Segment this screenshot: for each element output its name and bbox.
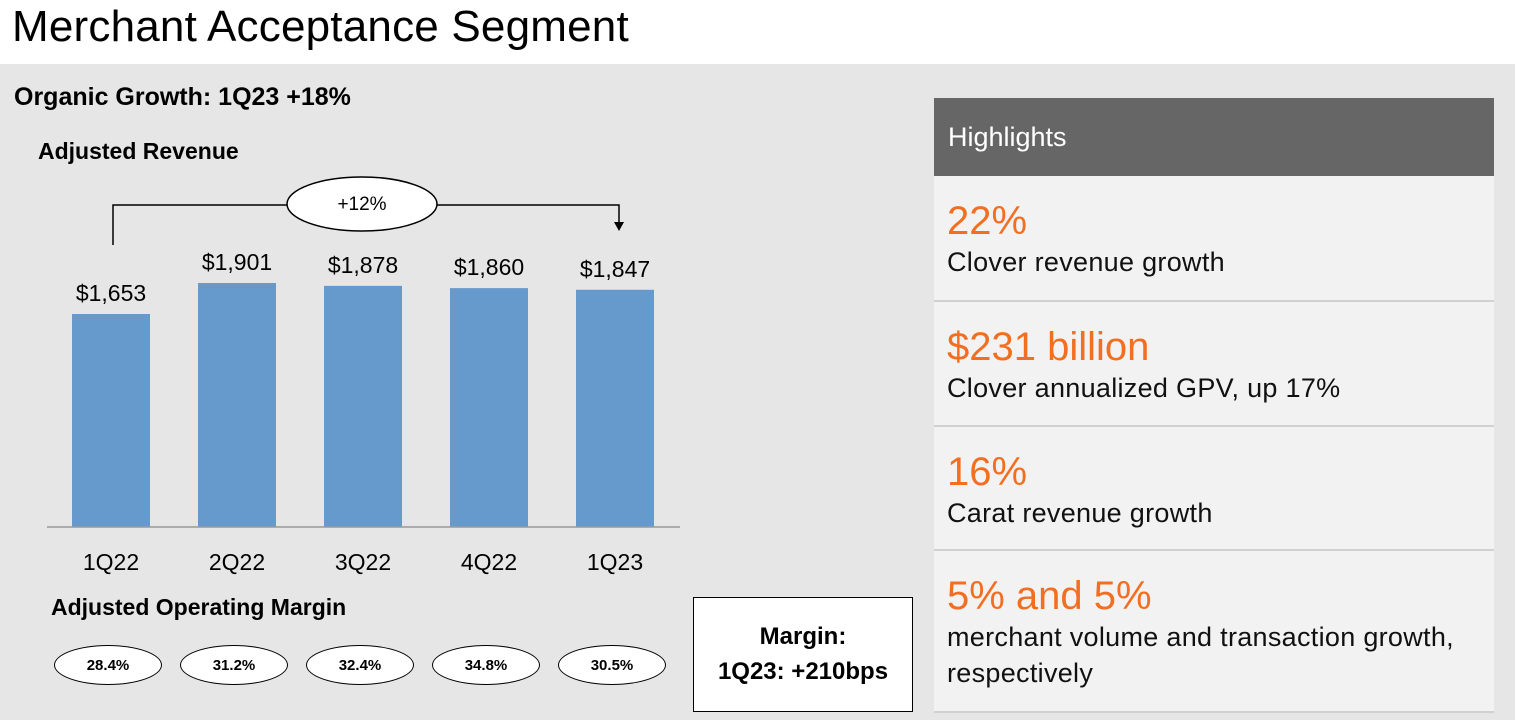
highlight-description: Carat revenue growth [947, 498, 1213, 528]
margin-summary-value: 1Q23: +210bps [717, 657, 889, 685]
highlight-item: 16% Carat revenue growth [934, 427, 1494, 551]
x-tick-label: 2Q22 [209, 549, 265, 575]
growth-arrow-head [614, 222, 624, 231]
organic-growth-label: Organic Growth: 1Q23 +18% [14, 83, 351, 111]
bar-value-label: $1,653 [76, 280, 146, 306]
highlight-item: 22% Clover revenue growth [934, 176, 1494, 302]
growth-callout-text: +12% [337, 194, 386, 215]
revenue-bar-4q22 [450, 288, 528, 527]
x-tick-label: 3Q22 [335, 549, 391, 575]
x-tick-label: 4Q22 [461, 549, 517, 575]
highlights-header: Highlights [934, 98, 1494, 176]
margin-summary-label: Margin: [759, 622, 847, 650]
revenue-bar-2q22 [198, 283, 276, 527]
highlight-item: 5% and 5% merchant volume and transactio… [934, 551, 1494, 713]
bar-value-label: $1,878 [328, 252, 398, 278]
revenue-bar-3q22 [324, 285, 402, 527]
highlight-description: Clover revenue growth [947, 247, 1225, 277]
page-title: Merchant Acceptance Segment [12, 2, 629, 51]
highlight-description: Clover annualized GPV, up 17% [947, 373, 1341, 403]
revenue-bar-chart: +12% $1,653 1Q22 $1,901 2Q22 $1,878 3Q22 $1,86… [47, 176, 680, 575]
bar-value-label: $1,860 [454, 254, 524, 280]
highlight-value: $231 billion [947, 325, 1150, 369]
margin-pill-3q22: 32.4% [306, 645, 414, 685]
x-tick-label: 1Q22 [83, 549, 139, 575]
margin-pill-1q22: 28.4% [54, 645, 162, 685]
growth-callout-ellipse [286, 176, 438, 232]
revenue-bar-1q23 [576, 289, 654, 527]
bar-value-label: $1,901 [202, 249, 272, 275]
revenue-chart-title: Adjusted Revenue [38, 138, 239, 164]
growth-bracket-line [112, 204, 620, 245]
bar-value-label: $1,847 [580, 256, 650, 282]
margin-pill-1q23: 30.5% [558, 645, 666, 685]
margin-summary-box: Margin: 1Q23: +210bps [693, 597, 913, 712]
highlight-value: 5% and 5% [947, 574, 1152, 618]
highlight-item: $231 billion Clover annualized GPV, up 1… [934, 302, 1494, 427]
x-tick-label: 1Q23 [587, 549, 643, 575]
highlight-value: 22% [947, 199, 1028, 243]
highlight-value: 16% [947, 450, 1028, 494]
operating-margin-title: Adjusted Operating Margin [51, 594, 347, 620]
highlight-description: merchant volume and transaction growth, … [947, 622, 1454, 688]
margin-pill-2q22: 31.2% [180, 645, 288, 685]
margin-pill-4q22: 34.8% [432, 645, 540, 685]
revenue-bar-1q22 [72, 314, 150, 527]
